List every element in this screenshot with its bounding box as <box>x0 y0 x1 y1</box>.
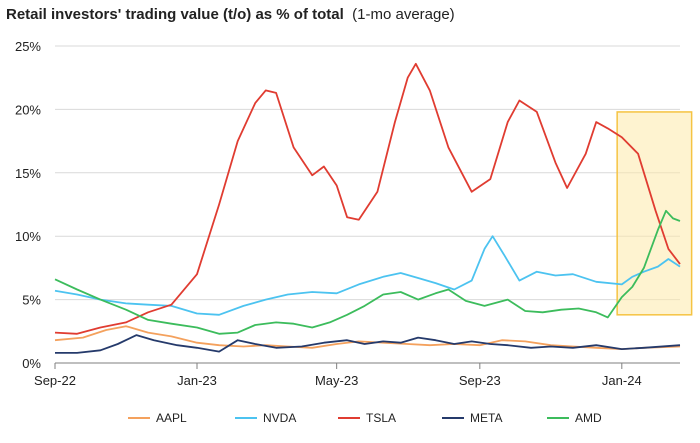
legend-label-tsla: TSLA <box>366 411 396 425</box>
legend-label-meta: META <box>470 411 502 425</box>
y-tick-label: 10% <box>15 229 41 244</box>
series-line-meta <box>55 334 681 354</box>
y-tick-label: 5% <box>22 293 41 308</box>
x-tick-label: Sep-22 <box>34 373 76 388</box>
x-tick-label: Sep-23 <box>459 373 501 388</box>
series-line-amd <box>54 209 681 335</box>
title-text: Retail investors' trading value (t/o) as… <box>6 6 344 23</box>
series-line-tsla <box>54 62 681 335</box>
y-tick-label: 15% <box>15 166 41 181</box>
series-line-nvda <box>54 235 681 316</box>
y-tick-label: 25% <box>15 39 41 54</box>
series-line-aapl <box>54 325 681 350</box>
subtitle-text: (1-mo average) <box>352 6 455 23</box>
y-tick-label: 20% <box>15 102 41 117</box>
legend-label-nvda: NVDA <box>263 411 296 425</box>
legend-label-aapl: AAPL <box>156 411 187 425</box>
y-tick-label: 0% <box>22 356 41 371</box>
highlight-box <box>616 111 693 316</box>
x-tick-label: Jan-24 <box>602 373 642 388</box>
x-tick-label: May-23 <box>315 373 358 388</box>
legend-label-amd: AMD <box>575 411 602 425</box>
chart-title: Retail investors' trading value (t/o) as… <box>6 6 455 23</box>
x-tick-label: Jan-23 <box>177 373 217 388</box>
